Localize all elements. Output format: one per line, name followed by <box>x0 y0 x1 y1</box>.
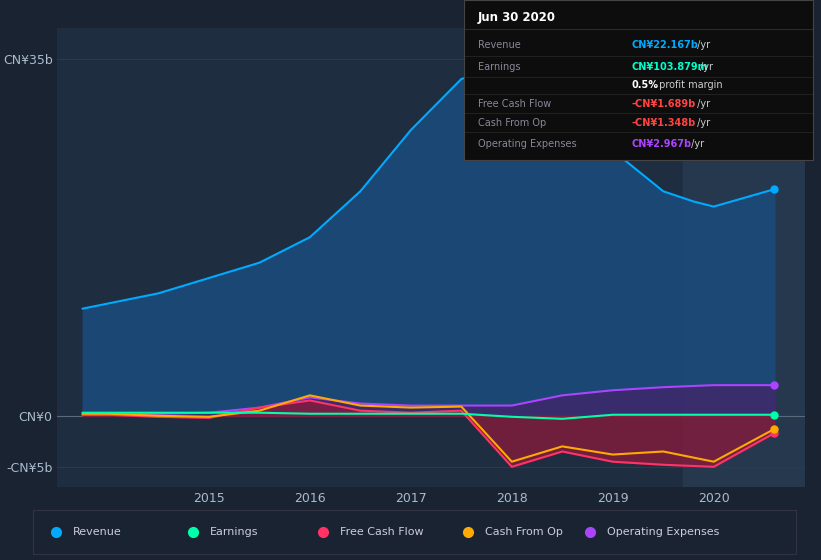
Text: -CN¥1.348b: -CN¥1.348b <box>631 118 695 128</box>
Text: /yr: /yr <box>688 139 704 148</box>
Text: -CN¥1.689b: -CN¥1.689b <box>631 99 695 109</box>
Text: /yr: /yr <box>695 40 710 50</box>
Text: Free Cash Flow: Free Cash Flow <box>478 99 551 109</box>
Text: /yr: /yr <box>695 118 710 128</box>
Text: /yr: /yr <box>700 62 713 72</box>
Text: CN¥103.879m: CN¥103.879m <box>631 62 708 72</box>
Text: Revenue: Revenue <box>72 527 122 537</box>
Text: Operating Expenses: Operating Expenses <box>478 139 576 148</box>
Text: 0.5%: 0.5% <box>631 80 658 90</box>
Text: Free Cash Flow: Free Cash Flow <box>340 527 424 537</box>
Text: Earnings: Earnings <box>478 62 521 72</box>
Text: /yr: /yr <box>695 99 710 109</box>
Text: Revenue: Revenue <box>478 40 521 50</box>
Text: Jun 30 2020: Jun 30 2020 <box>478 11 556 24</box>
Text: CN¥22.167b: CN¥22.167b <box>631 40 698 50</box>
Text: Operating Expenses: Operating Expenses <box>607 527 719 537</box>
Text: Earnings: Earnings <box>210 527 259 537</box>
Text: Cash From Op: Cash From Op <box>485 527 562 537</box>
Bar <box>683 28 805 487</box>
Text: Cash From Op: Cash From Op <box>478 118 546 128</box>
Text: profit margin: profit margin <box>657 80 723 90</box>
Text: CN¥2.967b: CN¥2.967b <box>631 139 691 148</box>
